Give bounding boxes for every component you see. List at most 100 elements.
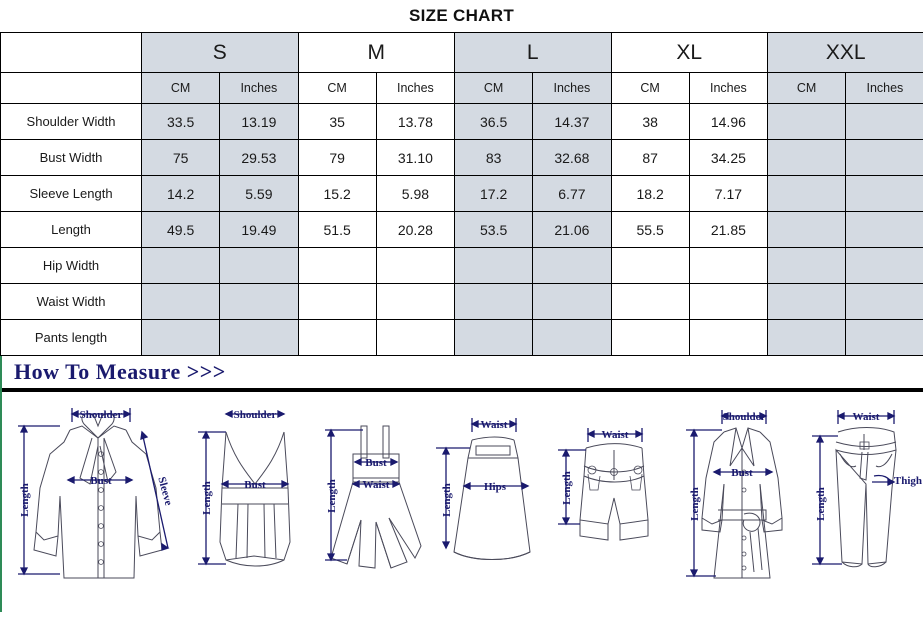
table-cell: [845, 319, 923, 356]
label-shoulder: Shoulder: [80, 409, 123, 421]
row-label: Bust Width: [0, 139, 142, 176]
table-cell: 21.06: [532, 211, 612, 248]
unit-m-inches: Inches: [375, 72, 456, 104]
how-to-measure-title: How To Measure >>>: [14, 359, 226, 384]
table-cell: [140, 283, 221, 320]
label-length: Length: [441, 483, 453, 517]
unit-xxl-cm: CM: [767, 72, 847, 104]
label-shoulder: Shoulder: [723, 411, 766, 423]
unit-s-inches: Inches: [219, 72, 299, 104]
table-cell: [219, 247, 299, 284]
label-bust: Bust: [244, 479, 266, 491]
row-label: Length: [0, 211, 142, 248]
table-cell: [688, 319, 769, 356]
table-cell: 87: [610, 139, 690, 176]
size-header-m: M: [297, 32, 456, 73]
label-length: Length: [201, 481, 213, 515]
size-chart-table: S M L XL XXL CM Inches CM Inches CM Inch…: [0, 32, 923, 356]
unit-l-cm: CM: [454, 72, 534, 104]
unit-corner-blank: [0, 72, 142, 104]
unit-m-cm: CM: [297, 72, 377, 104]
label-bust: Bust: [731, 467, 753, 479]
table-cell: 15.2: [297, 175, 377, 212]
table-cell: 7.17: [688, 175, 769, 212]
table-cell: 34.25: [688, 139, 769, 176]
illustration-tank-top: Shoulder Bust Length: [192, 392, 317, 612]
table-cell: 13.78: [375, 103, 456, 140]
table-cell: [845, 283, 923, 320]
table-cell: 36.5: [454, 103, 534, 140]
table-cell: 13.19: [219, 103, 299, 140]
table-cell: [610, 283, 690, 320]
table-cell: 31.10: [375, 139, 456, 176]
table-cell: 38: [610, 103, 690, 140]
size-header-row: S M L XL XXL: [0, 32, 923, 73]
table-cell: [454, 319, 534, 356]
table-cell: [688, 247, 769, 284]
table-cell: 75: [140, 139, 221, 176]
label-waist: Waist: [853, 411, 880, 423]
label-thigh: Thigh: [894, 475, 922, 487]
table-cell: 14.37: [532, 103, 612, 140]
row-label: Pants length: [0, 319, 142, 356]
size-header-s: S: [141, 32, 299, 73]
table-cell: 32.68: [532, 139, 612, 176]
table-cell: [140, 319, 221, 356]
table-cell: 6.77: [532, 175, 612, 212]
table-cell: [297, 319, 377, 356]
table-cell: 5.59: [219, 175, 299, 212]
unit-s-cm: CM: [140, 72, 221, 104]
illustration-pants: Waist Thigh Length: [804, 392, 923, 612]
table-cell: 83: [454, 139, 534, 176]
illustration-trench-coat: Shoulder Bust Length: [678, 392, 804, 612]
table-cell: [140, 247, 221, 284]
table-cell: [454, 283, 534, 320]
label-length: Length: [326, 479, 338, 513]
table-cell: [532, 247, 612, 284]
label-waist: Waist: [481, 419, 508, 431]
page-title-bar: SIZE CHART: [0, 0, 923, 32]
table-cell: [767, 175, 847, 212]
illustration-skirt: Waist Hips Length: [432, 392, 550, 612]
label-length: Length: [19, 483, 31, 517]
unit-xl-inches: Inches: [688, 72, 769, 104]
table-row: Shoulder Width 33.5 13.19 35 13.78 36.5 14.37 3…: [0, 103, 923, 140]
label-hips: Hips: [484, 481, 507, 493]
table-cell: [219, 319, 299, 356]
table-cell: 14.2: [140, 175, 221, 212]
table-cell: [610, 319, 690, 356]
label-bust: Bust: [90, 475, 112, 487]
table-cell: [454, 247, 534, 284]
table-cell: 55.5: [610, 211, 690, 248]
corner-cell-blank: [0, 32, 142, 73]
table-cell: 18.2: [610, 175, 690, 212]
table-cell: [219, 283, 299, 320]
table-cell: 14.96: [688, 103, 769, 140]
unit-xl-cm: CM: [610, 72, 690, 104]
table-cell: [375, 283, 456, 320]
unit-xxl-inches: Inches: [845, 72, 923, 104]
table-cell: [845, 211, 923, 248]
label-waist: Waist: [363, 479, 390, 491]
table-cell: [767, 247, 847, 284]
table-cell: 35: [297, 103, 377, 140]
label-waist: Waist: [602, 429, 629, 441]
label-shoulder: Shoulder: [234, 409, 277, 421]
label-length: Length: [561, 471, 573, 505]
garment-illustrations: Shoulder Bust Length Sleeve: [0, 392, 923, 612]
table-cell: [845, 247, 923, 284]
label-length: Length: [815, 487, 827, 521]
table-cell: 51.5: [297, 211, 377, 248]
table-cell: [845, 103, 923, 140]
illustration-blouse: Shoulder Bust Length Sleeve: [2, 392, 192, 612]
table-row: Sleeve Length 14.2 5.59 15.2 5.98 17.2 6.77 18.…: [0, 175, 923, 212]
table-row: Length 49.5 19.49 51.5 20.28 53.5 21.06 55.5 21.…: [0, 211, 923, 248]
size-header-l: L: [454, 32, 612, 73]
divider-rule: [2, 388, 923, 392]
table-row: Pants length: [0, 319, 923, 356]
table-cell: [610, 247, 690, 284]
table-cell: [767, 103, 847, 140]
table-cell: [532, 283, 612, 320]
table-cell: 53.5: [454, 211, 534, 248]
table-cell: 19.49: [219, 211, 299, 248]
